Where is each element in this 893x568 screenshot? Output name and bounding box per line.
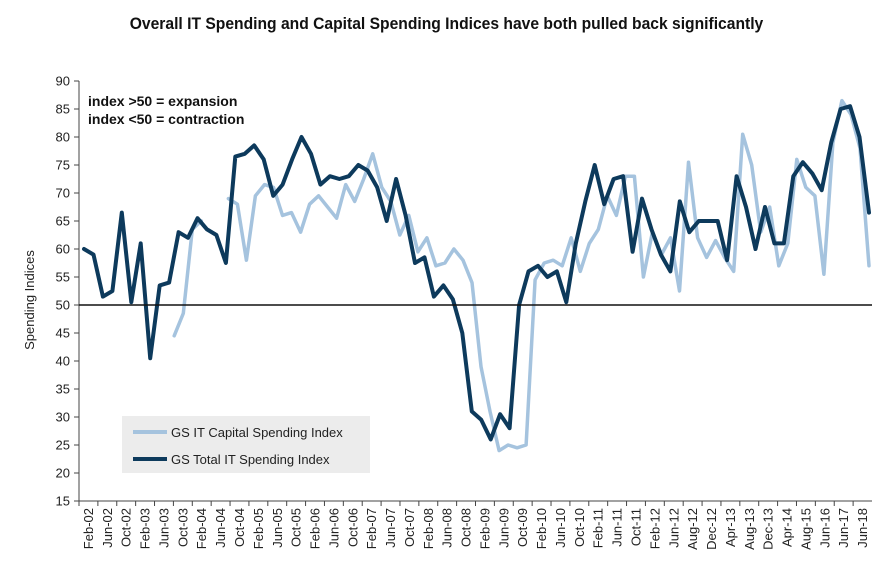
x-tick-label: Oct-05 (289, 508, 304, 547)
x-tick-label: Apr-13 (723, 508, 738, 547)
x-tick-label: Oct-06 (345, 508, 360, 547)
y-tick-label: 90 (56, 74, 70, 89)
series-layer (82, 98, 871, 453)
x-tick-label: Oct-07 (402, 508, 417, 547)
x-tick-label: Oct-02 (119, 508, 134, 547)
x-tick-label: Jun-16 (817, 508, 832, 548)
x-tick-label: Jun-17 (836, 508, 851, 548)
x-tick-label: Oct-08 (459, 508, 474, 547)
x-tick-label: Feb-08 (421, 508, 436, 549)
x-tick-label: Feb-09 (477, 508, 492, 549)
y-axis-label: Spending Indices (22, 250, 37, 350)
x-tick-label: Feb-02 (81, 508, 96, 549)
x-tick-label: Oct-10 (572, 508, 587, 547)
axes-layer: 15 20 25 30 35 40 45 50 55 60 65 70 75 80 85 90 Feb-02 Ju… (56, 74, 872, 550)
x-tick-label: Dec-12 (704, 508, 719, 550)
legend-label-capital: GS IT Capital Spending Index (171, 425, 343, 440)
x-tick-label: Feb-05 (251, 508, 266, 549)
series-line-total-it-spending (82, 104, 871, 442)
x-tick-label: Apr-14 (780, 508, 795, 547)
y-tick-label: 85 (56, 102, 70, 117)
x-tick-label: Aug-15 (798, 508, 813, 550)
x-tick-label: Feb-06 (308, 508, 323, 549)
y-tick-label: 60 (56, 242, 70, 257)
x-tick-label: Jun-11 (610, 508, 625, 547)
x-tick-label: Aug-12 (685, 508, 700, 550)
y-tick-label: 20 (56, 466, 70, 481)
y-tick-label: 40 (56, 354, 70, 369)
annotation-contraction: index <50 = contraction (88, 111, 244, 127)
y-tick-label: 75 (56, 158, 70, 173)
series-line-capital-spending (172, 98, 871, 453)
y-tick-label: 25 (56, 438, 70, 453)
x-tick-label: Feb-03 (138, 508, 153, 549)
y-tick-label: 55 (56, 270, 70, 285)
chart-title: Overall IT Spending and Capital Spending… (129, 14, 764, 33)
x-tick-label: Jun-04 (213, 508, 228, 548)
x-tick-label: Oct-04 (232, 508, 247, 547)
x-tick-label: Jun-05 (270, 508, 285, 548)
x-tick-label: Jun-06 (326, 508, 341, 548)
x-tick-label: Aug-13 (742, 508, 757, 550)
y-tick-label: 80 (56, 130, 70, 145)
x-tick-label: Feb-04 (194, 508, 209, 549)
x-tick-label: Oct-09 (515, 508, 530, 547)
x-tick-label: Jun-18 (855, 508, 870, 548)
x-tick-label: Feb-07 (364, 508, 379, 549)
x-tick-label: Jun-09 (496, 508, 511, 548)
y-tick-label: 15 (56, 494, 70, 509)
x-tick-label: Jun-07 (383, 508, 398, 548)
x-tick-label: Feb-10 (534, 508, 549, 549)
y-tick-label: 70 (56, 186, 70, 201)
x-tick-label: Feb-12 (647, 508, 662, 549)
y-tick-label: 65 (56, 214, 70, 229)
x-tick-label: Oct-03 (175, 508, 190, 547)
y-tick-label: 45 (56, 326, 70, 341)
y-tick-label: 50 (56, 298, 70, 313)
x-tick-label: Jun-08 (440, 508, 455, 548)
annotation-expansion: index >50 = expansion (88, 93, 237, 109)
x-tick-label: Dec-13 (761, 508, 776, 550)
x-tick-label: Jun-03 (156, 508, 171, 548)
x-tick-label: Jun-12 (666, 508, 681, 548)
legend-background (122, 416, 370, 473)
y-tick-label: 30 (56, 410, 70, 425)
x-tick-label: Jun-02 (100, 508, 115, 548)
legend-label-total: GS Total IT Spending Index (171, 452, 330, 467)
y-tick-label: 35 (56, 382, 70, 397)
x-tick-label: Jun-10 (553, 508, 568, 548)
x-tick-label: Oct-11 (628, 508, 643, 546)
legend: GS IT Capital Spending Index GS Total IT… (122, 416, 370, 473)
x-tick-label: Feb-11 (591, 508, 606, 548)
